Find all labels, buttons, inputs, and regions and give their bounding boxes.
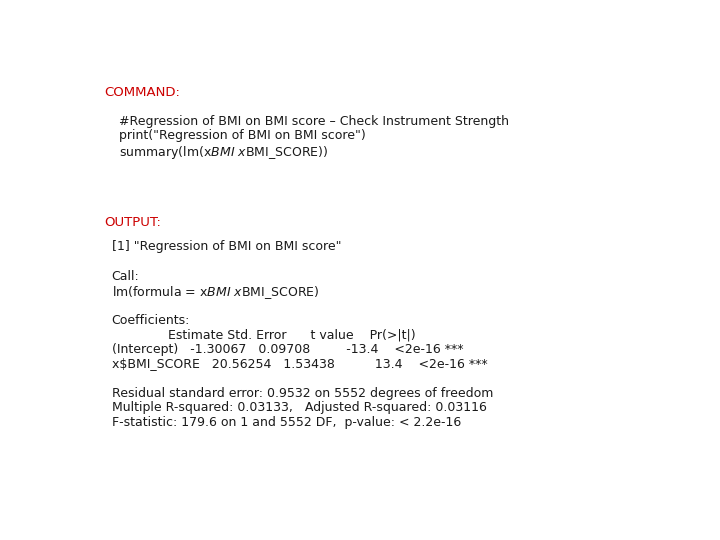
Text: F-statistic: 179.6 on 1 and 5552 DF,  p-value: < 2.2e-16: F-statistic: 179.6 on 1 and 5552 DF, p-v… bbox=[112, 416, 461, 429]
Text: Estimate Std. Error      t value    Pr(>|t|): Estimate Std. Error t value Pr(>|t|) bbox=[112, 328, 415, 341]
Text: x$BMI_SCORE   20.56254   1.53438          13.4    <2e-16 ***: x$BMI_SCORE 20.56254 1.53438 13.4 <2e-16… bbox=[112, 357, 487, 370]
Text: [1] "Regression of BMI on BMI score": [1] "Regression of BMI on BMI score" bbox=[112, 240, 341, 253]
Text: print("Regression of BMI on BMI score"): print("Regression of BMI on BMI score") bbox=[120, 130, 366, 143]
Text: lm(formula = x$BMI ~ x$BMI_SCORE): lm(formula = x$BMI ~ x$BMI_SCORE) bbox=[112, 284, 319, 301]
Text: Residual standard error: 0.9532 on 5552 degrees of freedom: Residual standard error: 0.9532 on 5552 … bbox=[112, 387, 493, 400]
Text: summary(lm(x$BMI ~ x$BMI_SCORE)): summary(lm(x$BMI ~ x$BMI_SCORE)) bbox=[120, 144, 329, 161]
Text: Call:: Call: bbox=[112, 269, 140, 282]
Text: COMMAND:: COMMAND: bbox=[104, 86, 180, 99]
Text: OUTPUT:: OUTPUT: bbox=[104, 217, 161, 230]
Text: Multiple R-squared: 0.03133,   Adjusted R-squared: 0.03116: Multiple R-squared: 0.03133, Adjusted R-… bbox=[112, 401, 487, 414]
Text: (Intercept)   -1.30067   0.09708         -13.4    <2e-16 ***: (Intercept) -1.30067 0.09708 -13.4 <2e-1… bbox=[112, 343, 463, 356]
Text: Coefficients:: Coefficients: bbox=[112, 314, 190, 327]
Text: #Regression of BMI on BMI score – Check Instrument Strength: #Regression of BMI on BMI score – Check … bbox=[120, 115, 510, 128]
